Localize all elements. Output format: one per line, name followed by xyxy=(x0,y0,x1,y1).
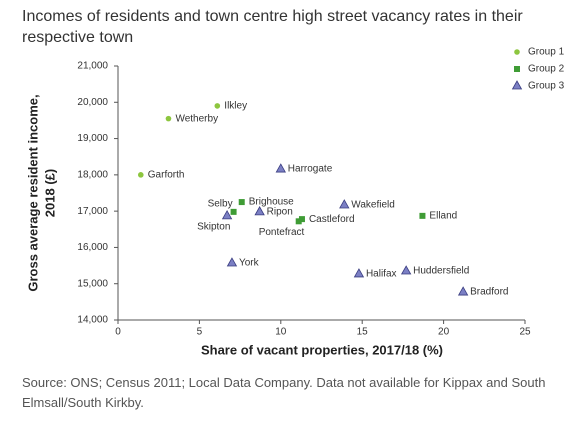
source-note: Source: ONS; Census 2011; Local Data Com… xyxy=(22,375,546,410)
point xyxy=(165,115,172,122)
point xyxy=(230,208,237,215)
point xyxy=(137,172,144,178)
y-tick-label: 16,000 xyxy=(77,242,108,253)
point-label: Selby xyxy=(208,199,233,210)
y-tick-label: 19,000 xyxy=(77,133,108,144)
point-label: Bradford xyxy=(470,287,508,298)
legend-marker xyxy=(514,66,520,72)
y-tick-label: 18,000 xyxy=(77,169,108,180)
point-label: Brighouse xyxy=(249,197,294,208)
point xyxy=(226,257,238,267)
x-axis-label: Share of vacant properties, 2017/18 (%) xyxy=(201,342,443,357)
series: Ilkley Wetherby Garforth xyxy=(137,101,247,180)
point xyxy=(221,210,233,220)
point-label: Elland xyxy=(429,211,457,222)
y-tick-label: 14,000 xyxy=(77,315,108,326)
point xyxy=(298,216,305,223)
x-tick-label: 25 xyxy=(519,327,531,338)
point-label: Harrogate xyxy=(288,164,333,175)
series: Brighouse Selby Castleford Pontefract Elland xyxy=(208,197,458,238)
point-label: Skipton xyxy=(197,222,230,233)
x-tick-label: 5 xyxy=(197,327,203,338)
x-tick-label: 20 xyxy=(438,327,450,338)
point xyxy=(275,163,286,173)
x-tick-label: 10 xyxy=(275,327,287,338)
point xyxy=(295,218,302,225)
y-axis-label-line: 2018 (£) xyxy=(42,169,57,217)
y-tick-label: 17,000 xyxy=(77,206,108,217)
point-label: Ripon xyxy=(267,207,293,218)
point-label: Garforth xyxy=(148,169,185,180)
legend-marker xyxy=(511,80,523,90)
series: Harrogate Wakefield Ripon Skipton York Halifa… xyxy=(197,163,508,298)
point xyxy=(400,265,412,275)
chart-title: Incomes of residents and town centre hig… xyxy=(22,8,523,46)
legend-label: Group 1 xyxy=(528,47,565,58)
point-label: Pontefract xyxy=(259,227,305,238)
point-label: Huddersfield xyxy=(413,266,469,277)
point xyxy=(339,199,350,209)
legend-label: Group 3 xyxy=(528,81,565,92)
x-tick-label: 0 xyxy=(115,327,121,338)
y-tick-label: 20,000 xyxy=(77,97,108,108)
y-axis-label: Gross average resident income, 2018 (£) xyxy=(25,94,57,291)
y-tick-label: 21,000 xyxy=(77,61,108,72)
y-axis-label-line: Gross average resident income, xyxy=(25,94,40,291)
point xyxy=(353,268,365,278)
legend-label: Group 2 xyxy=(528,64,565,75)
point-label: Wetherby xyxy=(175,113,218,124)
point xyxy=(254,206,265,216)
point-label: Ilkley xyxy=(224,101,247,112)
chart: Share of vacant properties, 2017/18 (%) … xyxy=(25,47,565,358)
point xyxy=(457,286,469,296)
point xyxy=(214,103,221,109)
point-label: York xyxy=(239,258,260,269)
y-tick-label: 15,000 xyxy=(77,278,108,289)
legend-marker xyxy=(514,49,520,55)
point-label: Castleford xyxy=(309,214,355,225)
x-tick-label: 15 xyxy=(357,327,369,338)
point xyxy=(419,212,426,219)
point-label: Halifax xyxy=(366,269,397,280)
point xyxy=(238,199,245,206)
point-label: Wakefield xyxy=(351,200,395,211)
